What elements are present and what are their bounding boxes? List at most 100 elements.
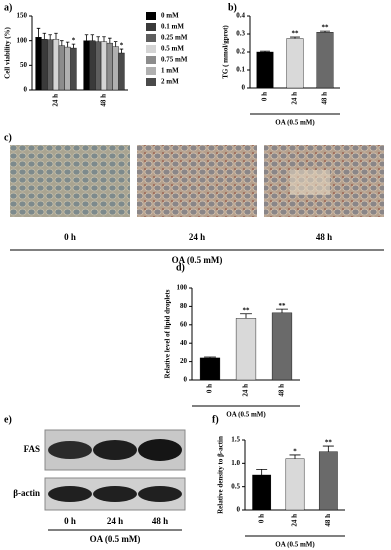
bar xyxy=(83,40,90,91)
x-tick-label: 24 h xyxy=(52,94,60,107)
x-tick-label: 24 h xyxy=(291,514,299,527)
panel-label: b) xyxy=(228,2,237,13)
legend-swatch xyxy=(146,78,156,86)
bar xyxy=(52,38,60,91)
significance: ** xyxy=(279,302,287,310)
error-bar xyxy=(256,469,268,475)
x-tick-label: 24 h xyxy=(242,384,250,397)
y-tick-label: 0.4 xyxy=(236,12,245,20)
legend-label: 0.1 mM xyxy=(161,23,184,31)
panel-label: c) xyxy=(4,132,12,143)
error-bar xyxy=(204,356,216,358)
y-tick-label: 1.5 xyxy=(231,436,240,444)
bar xyxy=(89,40,96,91)
panel-label: a) xyxy=(4,2,12,13)
error-bar xyxy=(71,43,76,49)
bar xyxy=(256,51,274,89)
lane-label: 0 h xyxy=(64,516,76,526)
y-tick-label: 0 xyxy=(184,376,188,384)
y-axis-label: Cell viability (%) xyxy=(4,26,12,78)
bar xyxy=(112,46,119,91)
error-bar xyxy=(48,34,52,40)
y-tick-label: 40 xyxy=(180,339,188,347)
y-axis-label: Relative density to β-actin xyxy=(217,436,225,514)
bar xyxy=(316,32,334,89)
x-axis-label: OA (0.5 mM) xyxy=(275,119,315,127)
legend-swatch xyxy=(146,45,156,53)
x-tick-label: 48 h xyxy=(324,514,332,527)
panel-label: f) xyxy=(212,414,219,425)
error-bar xyxy=(60,40,64,46)
significance: * xyxy=(72,37,76,45)
x-tick-label: 48 h xyxy=(278,384,286,397)
significance: ** xyxy=(292,30,300,38)
group-label: OA (0.5 mM) xyxy=(90,534,141,544)
y-tick-label: 0.2 xyxy=(236,48,245,56)
y-tick-label: 20 xyxy=(180,357,188,365)
legend-swatch xyxy=(146,12,156,20)
y-tick-label: 0.1 xyxy=(236,66,245,74)
error-bar xyxy=(290,36,300,39)
bar xyxy=(235,318,257,381)
y-tick-label: 80 xyxy=(180,302,188,310)
y-tick-label: 60 xyxy=(180,320,188,328)
bar xyxy=(271,312,293,381)
bar xyxy=(95,41,102,91)
band xyxy=(93,440,137,460)
x-axis-label: OA (0.5 mM) xyxy=(226,411,266,419)
micrograph xyxy=(10,145,130,217)
bar xyxy=(106,42,113,91)
significance: * xyxy=(293,448,297,456)
error-bar xyxy=(240,313,252,319)
micrograph-region xyxy=(290,170,330,195)
y-tick-label: 0 xyxy=(24,86,28,94)
error-bar xyxy=(90,34,95,41)
error-bar xyxy=(102,36,106,42)
error-bar xyxy=(113,41,118,47)
bar xyxy=(199,357,221,381)
micrograph xyxy=(137,145,257,217)
error-bar xyxy=(119,48,124,53)
error-bar xyxy=(108,37,112,44)
band xyxy=(138,486,182,502)
error-bar xyxy=(36,27,41,38)
legend-swatch xyxy=(146,56,156,64)
legend-label: 0 mM xyxy=(161,12,179,20)
legend-swatch xyxy=(146,67,156,75)
x-tick-label: 48 h xyxy=(321,92,329,105)
y-tick-label: 0.5 xyxy=(231,482,240,490)
legend-swatch xyxy=(146,23,156,31)
y-tick-label: 0 xyxy=(237,506,241,514)
y-axis-label: TG ( mmol/gprot) xyxy=(222,25,230,79)
bar xyxy=(35,37,42,91)
y-tick-label: 50 xyxy=(20,61,28,69)
error-bar xyxy=(322,445,334,452)
error-bar xyxy=(260,50,270,52)
bar xyxy=(47,39,54,91)
x-axis-label: OA (0.5 mM) xyxy=(275,541,315,549)
y-tick-label: 0.3 xyxy=(236,30,245,38)
y-axis-label: Relative level of lipid droplets xyxy=(164,289,172,378)
significance: ** xyxy=(322,24,330,32)
y-tick-label: 0 xyxy=(242,84,246,92)
legend-swatch xyxy=(146,34,156,42)
significance: ** xyxy=(325,439,333,447)
row-label: FAS xyxy=(24,444,40,454)
time-label: 0 h xyxy=(64,232,76,242)
band xyxy=(48,441,92,459)
x-tick-label: 48 h xyxy=(100,94,108,107)
band xyxy=(93,486,137,502)
bar xyxy=(64,46,71,91)
bar xyxy=(100,41,108,91)
lane-label: 48 h xyxy=(152,516,168,526)
y-tick-label: 100 xyxy=(177,284,188,292)
significance: * xyxy=(120,42,124,50)
significance: ** xyxy=(243,306,251,314)
band xyxy=(138,439,182,461)
legend-label: 0.25 mM xyxy=(161,34,188,42)
legend-label: 0.75 mM xyxy=(161,56,188,64)
error-bar xyxy=(54,32,58,40)
legend-label: 2 mM xyxy=(161,78,179,86)
error-bar xyxy=(65,41,70,48)
